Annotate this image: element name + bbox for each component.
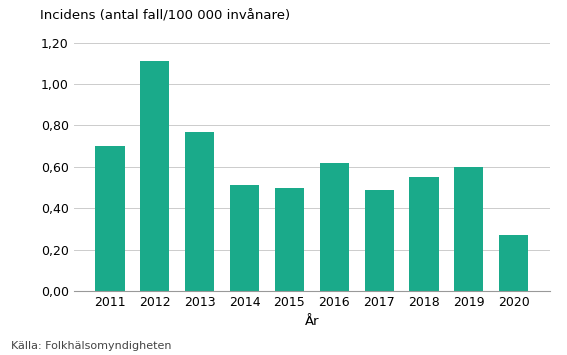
Text: Incidens (antal fall/100 000 invånare): Incidens (antal fall/100 000 invånare) xyxy=(40,10,290,23)
Bar xyxy=(230,185,259,291)
Bar xyxy=(320,163,349,291)
Bar xyxy=(185,132,214,291)
Bar xyxy=(95,146,125,291)
Bar xyxy=(365,190,393,291)
Text: Källa: Folkhälsomyndigheten: Källa: Folkhälsomyndigheten xyxy=(11,342,172,351)
Bar xyxy=(454,167,484,291)
Bar xyxy=(275,187,304,291)
X-axis label: År: År xyxy=(304,315,319,328)
Bar xyxy=(140,61,170,291)
Bar xyxy=(409,177,439,291)
Bar xyxy=(499,235,528,291)
